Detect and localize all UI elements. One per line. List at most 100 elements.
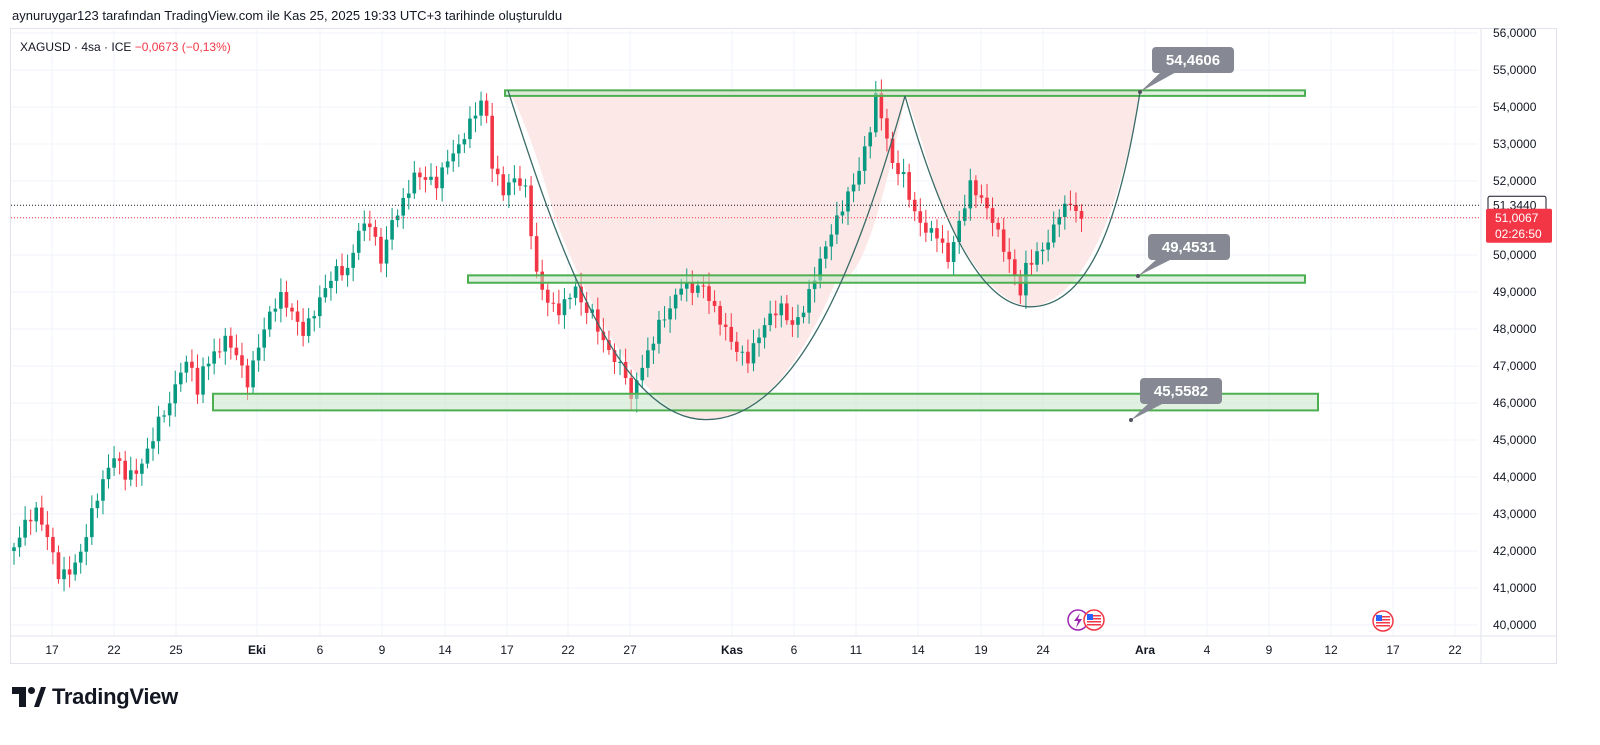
candle — [601, 318, 606, 353]
candle — [67, 556, 72, 588]
candle — [512, 165, 517, 195]
price-callout: 54,4606 — [1138, 47, 1234, 94]
event-icons — [1067, 609, 1394, 632]
candle — [17, 526, 22, 557]
time-axis: 17 22 25 Eki 6 9 14 17 22 27 Kas 6 11 14 19 24 Ara 4 9 12 17… — [11, 635, 1556, 657]
candle — [212, 338, 216, 375]
candle — [912, 191, 917, 222]
candle — [885, 108, 889, 152]
candle — [162, 410, 166, 423]
candle — [646, 337, 650, 378]
candle — [267, 306, 272, 337]
candle — [279, 278, 283, 323]
price-tick-label: 53,0000 — [1493, 137, 1537, 151]
candle — [479, 91, 483, 126]
candle — [596, 297, 600, 345]
candle — [951, 235, 956, 276]
candle — [256, 334, 261, 372]
candle — [1046, 229, 1050, 262]
candle — [790, 306, 795, 337]
candle — [123, 450, 127, 491]
time-tick-label: 22 — [561, 643, 575, 657]
candle — [823, 240, 828, 269]
candle — [729, 313, 734, 350]
candle — [735, 331, 739, 362]
candle — [862, 136, 867, 184]
candle — [857, 157, 861, 192]
chart-frame — [10, 28, 1557, 664]
candle — [523, 178, 528, 198]
candle — [712, 290, 717, 313]
candle — [651, 336, 656, 364]
candle — [773, 300, 778, 329]
candle — [23, 506, 27, 546]
candle — [979, 184, 984, 204]
candle — [240, 342, 244, 378]
candle — [40, 495, 44, 531]
candle — [968, 168, 973, 221]
candle — [73, 554, 77, 581]
candle — [757, 328, 761, 357]
candle — [117, 452, 122, 475]
candle — [1051, 211, 1056, 248]
price-tick-label: 48,0000 — [1493, 322, 1537, 336]
candle — [112, 446, 116, 476]
time-tick-label: 27 — [623, 643, 637, 657]
candle — [90, 495, 94, 545]
candle — [495, 155, 500, 186]
candle — [418, 167, 422, 190]
candle — [306, 308, 311, 343]
time-tick-label: Eki — [248, 643, 266, 657]
time-tick-label: 14 — [911, 643, 925, 657]
candle — [429, 163, 433, 186]
price-tick-label: 55,0000 — [1493, 63, 1537, 77]
candle — [184, 355, 189, 383]
candle — [490, 103, 494, 183]
candle — [468, 106, 472, 149]
candle — [78, 543, 83, 574]
price-axis: 40,0000 41,0000 42,0000 43,0000 44,0000 45,00… — [1480, 26, 1552, 663]
horizontal-zone — [504, 89, 1306, 97]
price-change: −0,0673 (−0,13%) — [134, 40, 231, 54]
candle — [1057, 209, 1062, 237]
candle — [445, 149, 450, 175]
candle — [924, 209, 928, 242]
candle — [879, 79, 884, 131]
candle — [501, 166, 506, 201]
candle — [62, 556, 66, 592]
candle — [1040, 242, 1045, 265]
price-tick-label: 47,0000 — [1493, 359, 1537, 373]
time-tick-label: 22 — [107, 643, 121, 657]
logo-text: TradingView — [52, 684, 178, 709]
time-tick-label: 17 — [1386, 643, 1400, 657]
candle — [229, 327, 233, 360]
candle — [340, 253, 344, 281]
candle — [996, 217, 1000, 237]
candle — [812, 266, 817, 303]
candle — [829, 224, 834, 261]
candle — [351, 244, 355, 282]
us-flag-event-icon — [1372, 610, 1394, 632]
candle — [1063, 195, 1067, 230]
candle — [529, 176, 533, 250]
candle — [395, 209, 400, 228]
candle — [45, 511, 50, 551]
candle — [946, 230, 950, 269]
candle — [662, 306, 667, 328]
time-tick-label: 25 — [169, 643, 183, 657]
candle — [312, 310, 317, 332]
candle — [568, 293, 572, 310]
candle — [379, 227, 383, 273]
candle — [684, 268, 689, 302]
candle — [896, 150, 900, 186]
candle — [56, 545, 61, 584]
candle — [618, 349, 622, 376]
candle — [167, 391, 172, 427]
price-tick-label: 44,0000 — [1493, 470, 1537, 484]
time-tick-label: 4 — [1204, 643, 1211, 657]
tradingview-logo[interactable]: TradingView — [12, 684, 178, 710]
price-tick-label: 50,0000 — [1493, 248, 1537, 262]
candle — [762, 317, 767, 349]
price-callout: 45,5582 — [1129, 378, 1222, 422]
